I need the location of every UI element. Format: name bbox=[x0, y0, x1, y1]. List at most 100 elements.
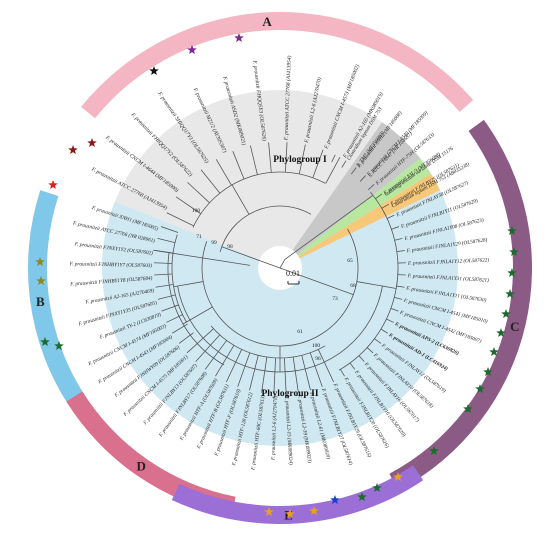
tree-branch bbox=[157, 237, 176, 243]
tree-branch bbox=[155, 284, 174, 288]
star-marker bbox=[285, 509, 295, 518]
clade-backgrounds bbox=[101, 89, 458, 446]
star-marker bbox=[505, 289, 515, 298]
tree-branch bbox=[232, 151, 245, 180]
tree-branch bbox=[309, 352, 323, 387]
star-marker bbox=[149, 66, 159, 75]
tree-branch bbox=[374, 338, 382, 344]
arc-label-c: C bbox=[510, 319, 519, 334]
arc-c bbox=[389, 119, 533, 491]
star-marker bbox=[429, 446, 439, 455]
tree-branch bbox=[367, 184, 375, 190]
tree-arc bbox=[201, 228, 359, 347]
leaf-label: F. prausnitzii FJNLA1Y12 (OL587622) bbox=[407, 256, 490, 266]
tree-arc bbox=[167, 252, 225, 366]
tree-branch bbox=[301, 355, 311, 391]
tree-branch bbox=[249, 145, 258, 175]
tree-branch bbox=[284, 142, 288, 173]
tree-arc bbox=[171, 234, 187, 323]
green-strip-background bbox=[297, 158, 431, 257]
tree-branch bbox=[386, 214, 395, 219]
tree-branch bbox=[298, 144, 306, 175]
tree-branch bbox=[283, 357, 287, 394]
star-marker bbox=[35, 257, 45, 266]
tree-branch bbox=[312, 149, 324, 178]
star-marker bbox=[309, 506, 319, 515]
star-marker bbox=[40, 337, 50, 346]
bootstrap-value: 99 bbox=[211, 240, 217, 246]
star-marker bbox=[87, 138, 97, 147]
star-marker bbox=[489, 347, 499, 356]
star-marker bbox=[372, 483, 382, 492]
star-marker bbox=[483, 367, 493, 376]
arc-d bbox=[66, 391, 236, 516]
bootstrap-value: 98 bbox=[227, 244, 233, 250]
tree-branch bbox=[200, 169, 221, 194]
tree-branch bbox=[157, 294, 176, 300]
phylogroup-1-title: Phylogroup I bbox=[273, 155, 327, 165]
star-markers bbox=[35, 33, 519, 518]
tree-branch bbox=[261, 356, 268, 393]
star-marker bbox=[68, 145, 78, 154]
tree-branch bbox=[161, 304, 179, 312]
bootstrap-value: 100 bbox=[312, 343, 321, 349]
leaf-label: F. prausnitzii L2-6 (AJ270470) bbox=[269, 396, 279, 462]
arc-a bbox=[81, 11, 474, 119]
arc-label-d: D bbox=[136, 459, 145, 474]
leaf-label: F. prausnitzii FJNLA1Y31 (OL587621) bbox=[407, 272, 490, 284]
tree-branch bbox=[175, 196, 202, 215]
tree-branch bbox=[154, 273, 173, 276]
tree-branch bbox=[317, 349, 335, 383]
scale-bar: 0.01 bbox=[286, 269, 300, 285]
phylogroup-2-title: Phylogroup II bbox=[261, 389, 318, 399]
star-marker bbox=[507, 268, 517, 277]
tree-branch bbox=[215, 159, 232, 186]
tree-branch bbox=[351, 167, 357, 175]
tree-arc bbox=[219, 205, 312, 253]
tree-branch bbox=[195, 334, 221, 362]
tree-branch bbox=[340, 369, 345, 377]
orange-strip-background bbox=[298, 173, 440, 259]
arc-label-b: B bbox=[36, 294, 45, 309]
tree-branch bbox=[221, 246, 281, 269]
tree-branch bbox=[292, 356, 299, 393]
tree-branch bbox=[231, 184, 250, 215]
star-marker bbox=[509, 247, 519, 256]
bootstrap-values: 100 71 99 98 68 65 73 61 100 96 bbox=[192, 208, 356, 362]
star-marker bbox=[463, 404, 473, 413]
tree-branch bbox=[279, 259, 286, 269]
tree-branch bbox=[154, 262, 173, 264]
tree-branch bbox=[279, 267, 354, 296]
outgroup-background bbox=[292, 122, 421, 255]
tree-branch bbox=[386, 318, 394, 323]
star-marker bbox=[234, 33, 244, 42]
tree-branch bbox=[375, 193, 383, 199]
tree-branch bbox=[178, 332, 194, 344]
bootstrap-value: 68 bbox=[350, 283, 356, 289]
bootstrap-value: 96 bbox=[315, 356, 321, 362]
arc-b bbox=[28, 190, 85, 406]
arc-label-a: A bbox=[262, 14, 272, 29]
tree-branch bbox=[153, 249, 251, 266]
tree-branch bbox=[325, 156, 341, 184]
star-marker bbox=[357, 492, 367, 501]
tree-branch bbox=[166, 314, 183, 323]
tree-arc bbox=[192, 171, 326, 228]
tree-branch bbox=[396, 285, 405, 288]
tree-branch bbox=[359, 175, 366, 182]
tree-branch bbox=[273, 357, 277, 394]
arc-e bbox=[171, 465, 424, 524]
tree-branch bbox=[225, 349, 243, 383]
tree-branch bbox=[160, 226, 179, 233]
tree-branch bbox=[331, 154, 336, 163]
tree-branch bbox=[356, 281, 397, 289]
star-marker bbox=[475, 384, 485, 393]
star-marker bbox=[507, 226, 517, 235]
tree-branch bbox=[349, 362, 356, 370]
tree-branch bbox=[237, 352, 251, 387]
tree-branch bbox=[381, 203, 389, 209]
tree-branch bbox=[358, 355, 365, 362]
tree-branch bbox=[186, 328, 214, 354]
tree-branch bbox=[394, 296, 403, 300]
